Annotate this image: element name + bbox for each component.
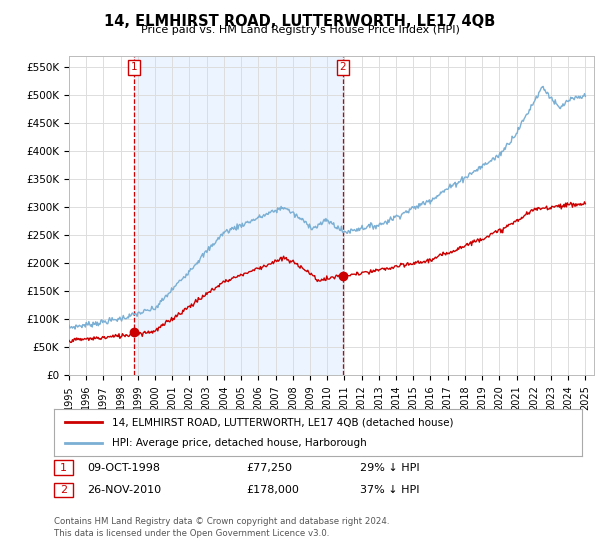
Text: 1: 1 xyxy=(131,62,137,72)
Text: 26-NOV-2010: 26-NOV-2010 xyxy=(87,485,161,495)
Text: 37% ↓ HPI: 37% ↓ HPI xyxy=(360,485,419,495)
Text: 14, ELMHIRST ROAD, LUTTERWORTH, LE17 4QB (detached house): 14, ELMHIRST ROAD, LUTTERWORTH, LE17 4QB… xyxy=(112,417,454,427)
Text: 29% ↓ HPI: 29% ↓ HPI xyxy=(360,463,419,473)
Text: 14, ELMHIRST ROAD, LUTTERWORTH, LE17 4QB: 14, ELMHIRST ROAD, LUTTERWORTH, LE17 4QB xyxy=(104,14,496,29)
Text: This data is licensed under the Open Government Licence v3.0.: This data is licensed under the Open Gov… xyxy=(54,529,329,538)
Text: 1: 1 xyxy=(60,463,67,473)
Text: 2: 2 xyxy=(60,485,67,495)
Bar xyxy=(134,56,343,375)
Text: Contains HM Land Registry data © Crown copyright and database right 2024.: Contains HM Land Registry data © Crown c… xyxy=(54,517,389,526)
Text: 09-OCT-1998: 09-OCT-1998 xyxy=(87,463,160,473)
Text: Price paid vs. HM Land Registry's House Price Index (HPI): Price paid vs. HM Land Registry's House … xyxy=(140,25,460,35)
Text: 2: 2 xyxy=(340,62,346,72)
Text: HPI: Average price, detached house, Harborough: HPI: Average price, detached house, Harb… xyxy=(112,438,367,448)
Text: £178,000: £178,000 xyxy=(246,485,299,495)
Text: £77,250: £77,250 xyxy=(246,463,292,473)
